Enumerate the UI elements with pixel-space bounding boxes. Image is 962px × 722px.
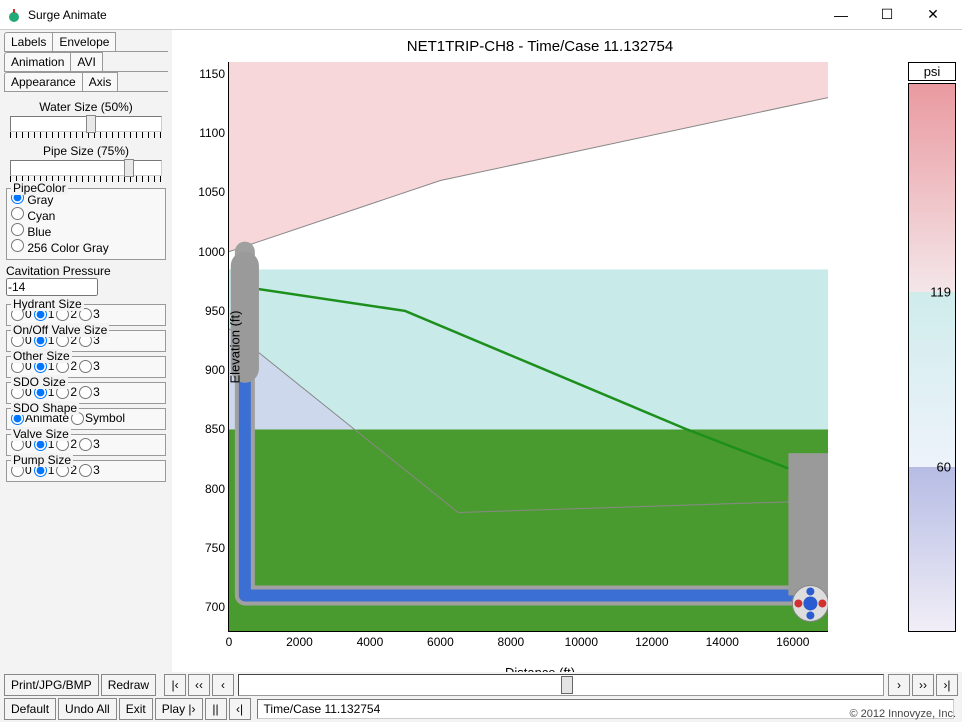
- pause-button[interactable]: ||: [205, 698, 227, 720]
- y-axis-label: Elevation (ft): [228, 310, 243, 383]
- x-tick: 4000: [357, 631, 384, 649]
- colorbar-label: 119: [930, 284, 951, 299]
- pipe-color-legend: PipeColor: [11, 181, 68, 195]
- x-tick: 10000: [565, 631, 598, 649]
- tab-labels[interactable]: Labels: [4, 32, 53, 51]
- x-tick: 6000: [427, 631, 454, 649]
- action-button-0[interactable]: Default: [4, 698, 56, 720]
- tab-avi[interactable]: AVI: [70, 52, 102, 71]
- x-tick: 12000: [635, 631, 668, 649]
- water-size-label: Water Size (50%): [4, 100, 168, 114]
- tab-envelope[interactable]: Envelope: [52, 32, 116, 51]
- tab-row-3: Appearance Axis: [4, 72, 168, 92]
- size-group: Pump Size0123: [6, 460, 166, 482]
- size-group-legend: Pump Size: [11, 453, 73, 467]
- size-group-legend: Valve Size: [11, 427, 71, 441]
- nav-left-2[interactable]: ‹: [212, 674, 234, 696]
- tab-axis[interactable]: Axis: [82, 72, 119, 91]
- x-tick: 14000: [706, 631, 739, 649]
- bottom-bar: Print/JPG/BMPRedraw |‹‹‹‹ ››››| DefaultU…: [0, 672, 962, 722]
- tab-animation[interactable]: Animation: [4, 52, 71, 71]
- y-tick: 1100: [199, 126, 229, 140]
- action-button-2[interactable]: Exit: [119, 698, 153, 720]
- minimize-button[interactable]: —: [818, 1, 864, 29]
- play-button[interactable]: Play |›: [155, 698, 203, 720]
- water-size-slider[interactable]: Water Size (50%): [4, 100, 168, 138]
- action-button-1[interactable]: Undo All: [58, 698, 117, 720]
- print-button-0[interactable]: Print/JPG/BMP: [4, 674, 99, 696]
- y-tick: 950: [205, 304, 229, 318]
- plot-svg: [229, 62, 828, 631]
- size-group-legend: On/Off Valve Size: [11, 323, 109, 337]
- nav-right-1[interactable]: ››: [912, 674, 934, 696]
- pipe-color-group: PipeColor Gray Cyan Blue 256 Color Gray: [6, 188, 166, 260]
- step-back-button[interactable]: ‹|: [229, 698, 251, 720]
- print-button-1[interactable]: Redraw: [101, 674, 156, 696]
- size-group-legend: Other Size: [11, 349, 72, 363]
- y-tick: 800: [205, 482, 229, 496]
- size-group-legend: SDO Size: [11, 375, 68, 389]
- pipe-size-label: Pipe Size (75%): [4, 144, 168, 158]
- y-tick: 850: [205, 422, 229, 436]
- x-tick: 8000: [498, 631, 525, 649]
- y-tick: 750: [205, 541, 229, 555]
- pipecolor-option[interactable]: Blue: [11, 223, 161, 239]
- sdo-shape-option[interactable]: Symbol: [71, 411, 125, 425]
- size-option[interactable]: 3: [79, 437, 100, 451]
- colorbar-unit: psi: [908, 62, 956, 81]
- y-tick: 1000: [198, 245, 229, 259]
- size-option[interactable]: 3: [79, 385, 100, 399]
- y-tick: 700: [205, 600, 229, 614]
- y-tick: 1150: [199, 67, 229, 81]
- x-tick: 0: [226, 631, 233, 649]
- x-tick: 16000: [776, 631, 809, 649]
- size-group-legend: Hydrant Size: [11, 297, 84, 311]
- copyright: © 2012 Innovyze, Inc.: [849, 708, 956, 720]
- titlebar: Surge Animate — ☐ ✕: [0, 0, 962, 30]
- frame-slider[interactable]: [238, 674, 884, 696]
- tab-row-1: Labels Envelope: [4, 32, 168, 52]
- cavitation-input[interactable]: [6, 278, 98, 296]
- pipecolor-option[interactable]: 256 Color Gray: [11, 239, 161, 255]
- colorbar-label: 60: [937, 459, 951, 474]
- window-title: Surge Animate: [28, 8, 107, 22]
- nav-left-0[interactable]: |‹: [164, 674, 186, 696]
- pipecolor-option[interactable]: Cyan: [11, 207, 161, 223]
- nav-right-0[interactable]: ›: [888, 674, 910, 696]
- cavitation-label: Cavitation Pressure: [6, 264, 166, 278]
- close-button[interactable]: ✕: [910, 1, 956, 29]
- plot: Elevation (ft) 7007508008509009501000105…: [228, 62, 828, 632]
- tab-row-2: Animation AVI: [4, 52, 168, 72]
- size-option[interactable]: 3: [79, 359, 100, 373]
- size-option[interactable]: 3: [79, 463, 100, 477]
- sdo-shape-legend: SDO Shape: [11, 401, 79, 415]
- sidebar: Labels Envelope Animation AVI Appearance…: [0, 30, 172, 692]
- maximize-button[interactable]: ☐: [864, 1, 910, 29]
- colorbar: psi 119 60: [908, 30, 962, 692]
- chart-title: NET1TRIP-CH8 - Time/Case 11.132754: [180, 38, 900, 55]
- tab-appearance[interactable]: Appearance: [4, 72, 83, 91]
- y-tick: 900: [205, 363, 229, 377]
- chart-area: NET1TRIP-CH8 - Time/Case 11.132754 Eleva…: [172, 30, 962, 692]
- pipe-size-slider[interactable]: Pipe Size (75%): [4, 144, 168, 182]
- nav-left-1[interactable]: ‹‹: [188, 674, 210, 696]
- app-icon: [6, 7, 22, 23]
- x-tick: 2000: [286, 631, 313, 649]
- nav-right-2[interactable]: ›|: [936, 674, 958, 696]
- y-tick: 1050: [198, 185, 229, 199]
